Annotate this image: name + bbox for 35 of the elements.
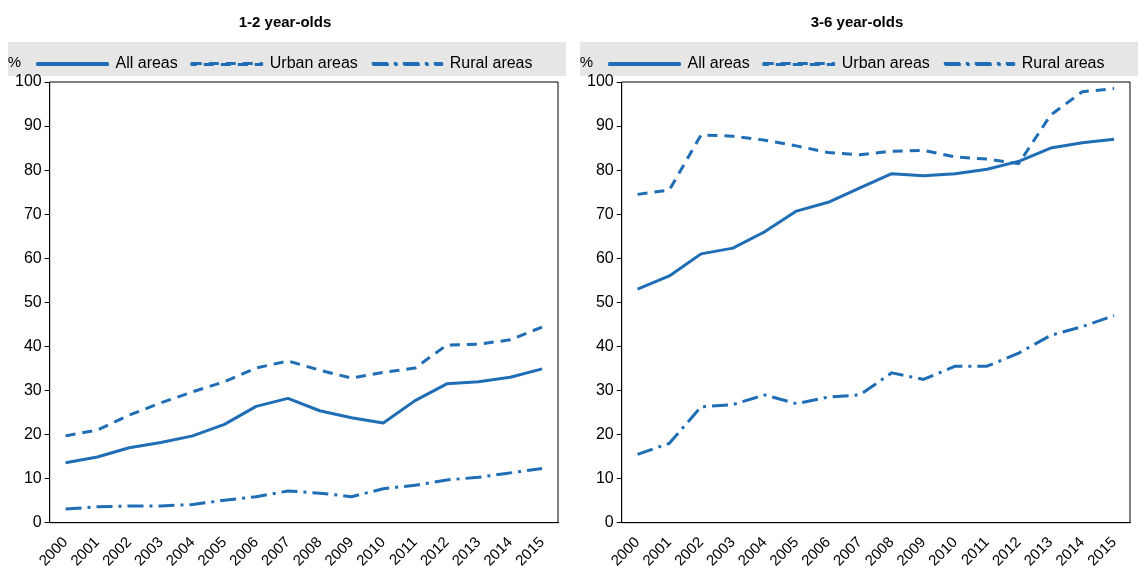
- y-tick-label: 20: [23, 424, 42, 442]
- y-tick-label: 40: [595, 336, 614, 354]
- chart-title: 3-6 year-olds: [810, 13, 904, 31]
- y-tick-label: 60: [595, 248, 614, 266]
- y-tick-label: 0: [604, 513, 614, 531]
- chart-title: 1-2 year-olds: [238, 13, 332, 31]
- y-tick-label: 70: [595, 204, 614, 222]
- line-series: [64, 325, 544, 438]
- y-tick-label: 100: [586, 72, 614, 90]
- y-tick-label: 70: [23, 204, 42, 222]
- y-tick-label: 90: [595, 116, 614, 134]
- legend-label: Urban areas: [841, 54, 930, 72]
- legend-label: All areas: [115, 54, 178, 72]
- line-series: [64, 466, 544, 511]
- y-tick-label: 10: [23, 469, 42, 487]
- y-axis-title: %: [7, 52, 22, 70]
- legend-label: Rural areas: [449, 54, 533, 72]
- y-tick-label: 30: [595, 380, 614, 398]
- line-series: [636, 314, 1116, 456]
- legend-label: All areas: [687, 54, 750, 72]
- y-tick-label: 80: [23, 160, 42, 178]
- y-tick-label: 50: [595, 292, 614, 310]
- legend-label: Urban areas: [269, 54, 358, 72]
- y-tick-label: 80: [595, 160, 614, 178]
- y-tick-label: 50: [23, 292, 42, 310]
- y-tick-label: 90: [23, 116, 42, 134]
- y-tick-label: 10: [595, 469, 614, 487]
- y-tick-label: 100: [14, 72, 42, 90]
- y-tick-label: 30: [23, 380, 42, 398]
- y-tick-label: 60: [23, 248, 42, 266]
- y-axis-title: %: [579, 52, 594, 70]
- y-tick-label: 40: [23, 336, 42, 354]
- y-tick-label: 0: [32, 513, 42, 531]
- legend-label: Rural areas: [1021, 54, 1105, 72]
- y-tick-label: 20: [595, 424, 614, 442]
